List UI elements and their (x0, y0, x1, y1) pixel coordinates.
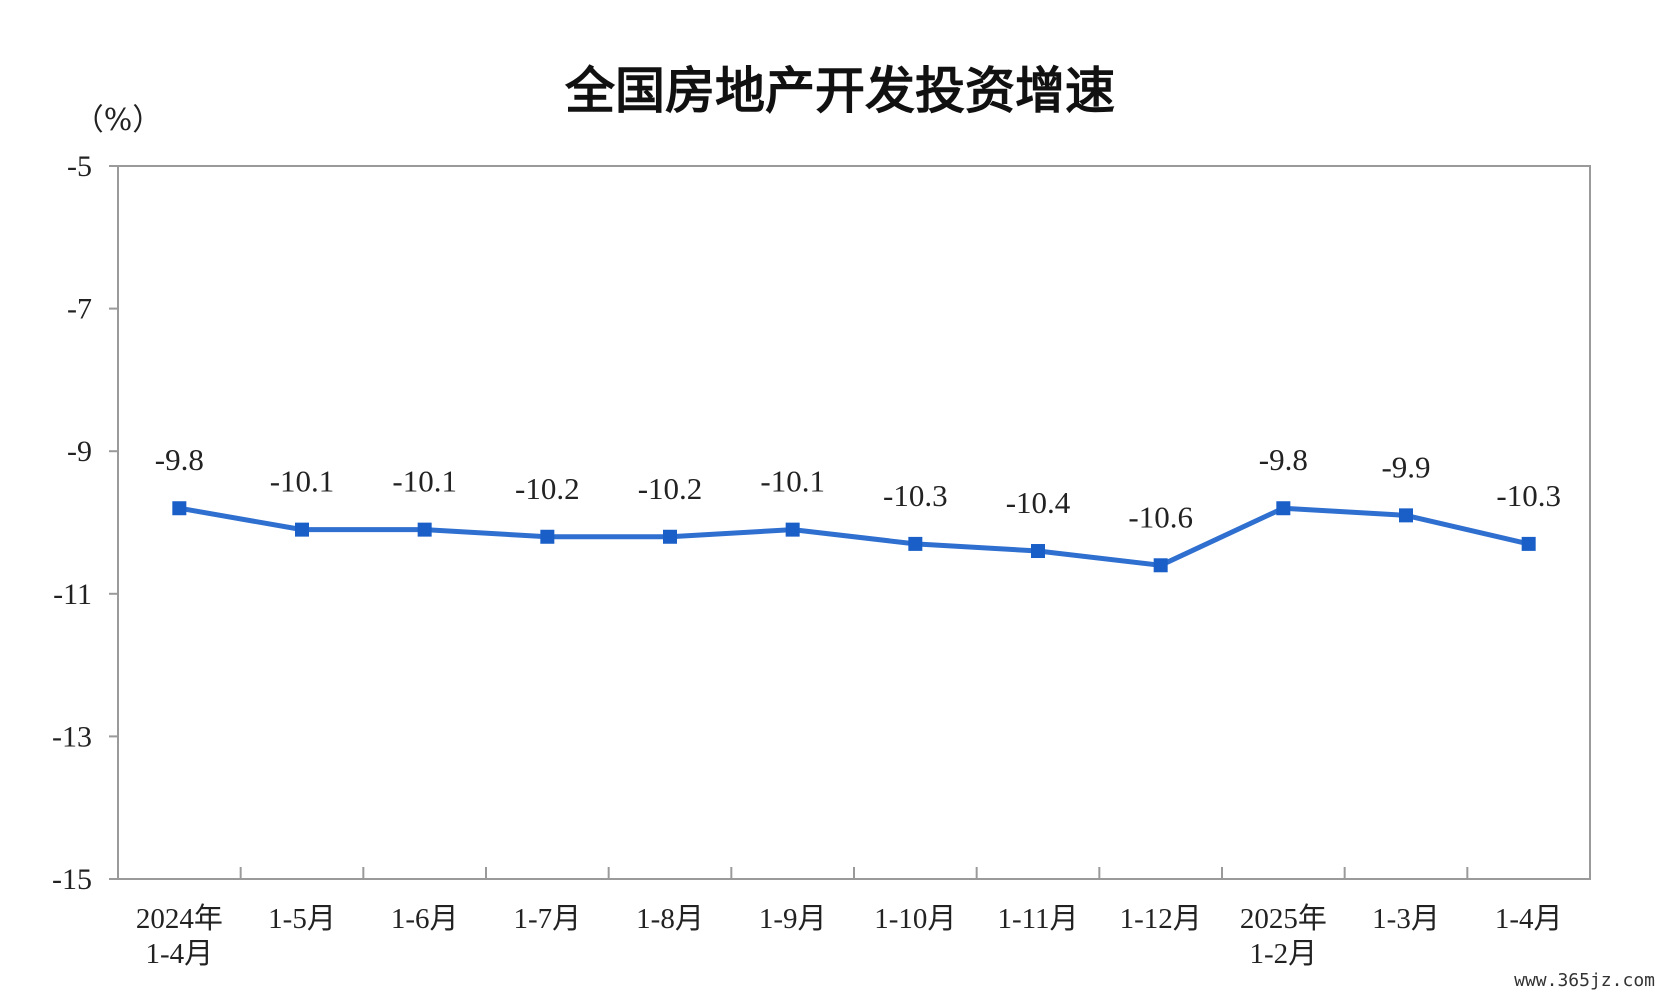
data-label: -10.3 (1496, 478, 1561, 513)
y-tick-label: -13 (52, 720, 92, 753)
data-label: -10.1 (392, 464, 457, 499)
data-label: -9.8 (155, 442, 204, 477)
x-tick-label: 1-12月 (1120, 903, 1202, 935)
data-point (1522, 537, 1536, 551)
data-point (1276, 501, 1290, 515)
data-label: -10.1 (270, 464, 335, 499)
y-tick-label: -5 (67, 150, 92, 183)
y-tick-label: -11 (53, 578, 92, 611)
x-tick-label: 1-10月 (874, 903, 956, 935)
chart-title: 全国房地产开发投资增速 (564, 62, 1115, 120)
x-tick-label: 1-2月 (1249, 938, 1317, 970)
x-tick-label: 1-11月 (997, 903, 1078, 935)
x-tick-label: 1-8月 (636, 903, 704, 935)
y-axis-unit: （%） (74, 103, 163, 138)
y-tick-label: -7 (67, 293, 92, 326)
data-label: -10.6 (1128, 499, 1193, 534)
data-label: -10.2 (638, 471, 703, 506)
x-tick-label: 1-7月 (513, 903, 581, 935)
data-label: -10.3 (883, 478, 948, 513)
data-point (540, 530, 554, 544)
data-label: -9.9 (1381, 449, 1430, 484)
data-point (1154, 558, 1168, 572)
y-tick-label: -9 (67, 435, 92, 468)
x-tick-label: 1-9月 (759, 903, 827, 935)
watermark: www.365jz.com (1514, 970, 1655, 991)
y-tick-label: -15 (52, 863, 92, 896)
plot-frame (118, 166, 1590, 879)
data-label: -10.1 (760, 464, 825, 499)
data-point (1399, 508, 1413, 522)
x-tick-label: 1-6月 (391, 903, 459, 935)
data-label: -9.8 (1259, 442, 1308, 477)
x-tick-label: 1-5月 (268, 903, 336, 935)
data-point (172, 501, 186, 515)
data-label: -10.4 (1006, 485, 1071, 520)
data-point (786, 523, 800, 537)
data-point (908, 537, 922, 551)
data-labels: -9.8 -10.1 -10.1 -10.2 -10.2 -10.1 -10.3 -10.4 -… (155, 442, 1561, 534)
data-point (418, 523, 432, 537)
data-label: -10.2 (515, 471, 580, 506)
x-tick-label: 1-4月 (1495, 903, 1563, 935)
x-tick-label: 1-4月 (145, 938, 213, 970)
data-point (295, 523, 309, 537)
series-path (179, 508, 1528, 565)
y-axis: -5 -7 -9 -11 -13 -15 (52, 150, 118, 896)
x-tick-label: 2024年 (136, 902, 223, 935)
data-point (1031, 544, 1045, 558)
series-line (172, 501, 1535, 572)
x-tick-label: 2025年 (1240, 902, 1327, 935)
x-tick-label: 1-3月 (1372, 903, 1440, 935)
data-point (663, 530, 677, 544)
